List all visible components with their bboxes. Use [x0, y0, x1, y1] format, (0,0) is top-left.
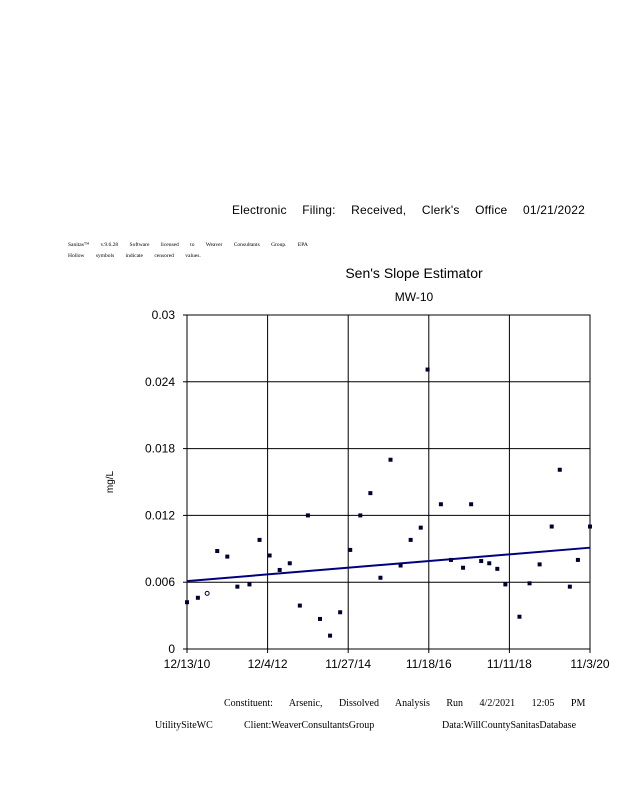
data-point: [368, 491, 373, 496]
data-point: [317, 616, 322, 621]
site-label: UtilitySiteWC: [155, 720, 213, 731]
data-point: [448, 557, 453, 562]
data-point: [469, 502, 474, 507]
data-point: [461, 565, 466, 570]
data-point: [215, 549, 220, 554]
y-tick-label: 0.03: [152, 308, 176, 322]
software-license-note: Sanitas™ v.9.6.28 Software licensed to W…: [68, 242, 308, 248]
filing-header: Electronic Filing: Received, Clerk's Off…: [232, 203, 586, 217]
data-point: [267, 553, 272, 558]
x-tick-label: 11/11/18: [487, 657, 532, 671]
data-point: [575, 557, 580, 562]
data-point: [348, 547, 353, 552]
data-point: [527, 581, 532, 586]
data-point: [257, 537, 262, 542]
data-point: [378, 575, 383, 580]
data-point: [328, 633, 333, 638]
data-point: [398, 563, 403, 568]
data-point: [388, 457, 393, 462]
data-point: [487, 561, 492, 566]
data-point: [557, 467, 562, 472]
data-point: [287, 561, 292, 566]
data-point: [567, 584, 572, 589]
y-axis-label: mg/L: [105, 470, 116, 493]
client-label: Client:WeaverConsultantsGroup: [244, 720, 375, 731]
x-tick-label: 11/27/14: [325, 657, 371, 671]
plot-frame: [186, 314, 591, 650]
data-point: [185, 600, 189, 605]
data-point: [479, 559, 484, 564]
censored-data-point: [204, 590, 210, 596]
y-axis-ticks: 0 0.006 0.012 0.018 0.024 0.03: [145, 308, 187, 656]
data-point: [195, 595, 200, 600]
x-tick-label: 11/18/16: [406, 657, 452, 671]
data-point: [358, 513, 363, 518]
data-point: [495, 566, 500, 571]
data-point: [503, 582, 508, 587]
data-point: [438, 502, 443, 507]
chart-subtitle: MW-10: [395, 290, 434, 304]
chart-title: Sen's Slope Estimator: [345, 265, 483, 281]
y-tick-label: 0.018: [145, 442, 175, 456]
data-point: [235, 584, 240, 589]
data-point: [247, 582, 252, 587]
data-point: [305, 513, 310, 518]
grid-lines: [187, 315, 590, 649]
x-tick-label: 12/4/12: [248, 657, 288, 671]
x-tick-label: 11/3/20: [570, 657, 609, 671]
x-tick-label: 12/13/10: [164, 657, 211, 671]
data-point: [537, 562, 542, 567]
data-point: [549, 524, 554, 529]
data-point: [418, 525, 423, 530]
data-point: [408, 537, 413, 542]
data-point: [588, 524, 592, 529]
y-tick-label: 0.024: [145, 375, 175, 389]
data-point: [338, 610, 343, 615]
censored-values-note: Hollow symbols indicate censored values.: [68, 253, 201, 259]
data-point: [517, 614, 522, 619]
x-axis-ticks: 12/13/10 12/4/12 11/27/14 11/18/16 11/11/18 1…: [164, 649, 610, 671]
data-points: [185, 367, 592, 638]
y-tick-label: 0.012: [145, 508, 175, 522]
data-point: [425, 367, 430, 372]
sens-slope-trend-line: [186, 546, 591, 583]
constituent-analysis-line: Constituent: Arsenic, Dissolved Analysis…: [224, 698, 586, 709]
data-point: [297, 603, 302, 608]
y-tick-label: 0: [168, 642, 175, 656]
database-label: Data:WillCountySanitasDatabase: [442, 720, 577, 731]
data-point: [225, 554, 230, 559]
y-tick-label: 0.006: [145, 575, 175, 589]
data-point: [277, 567, 282, 572]
